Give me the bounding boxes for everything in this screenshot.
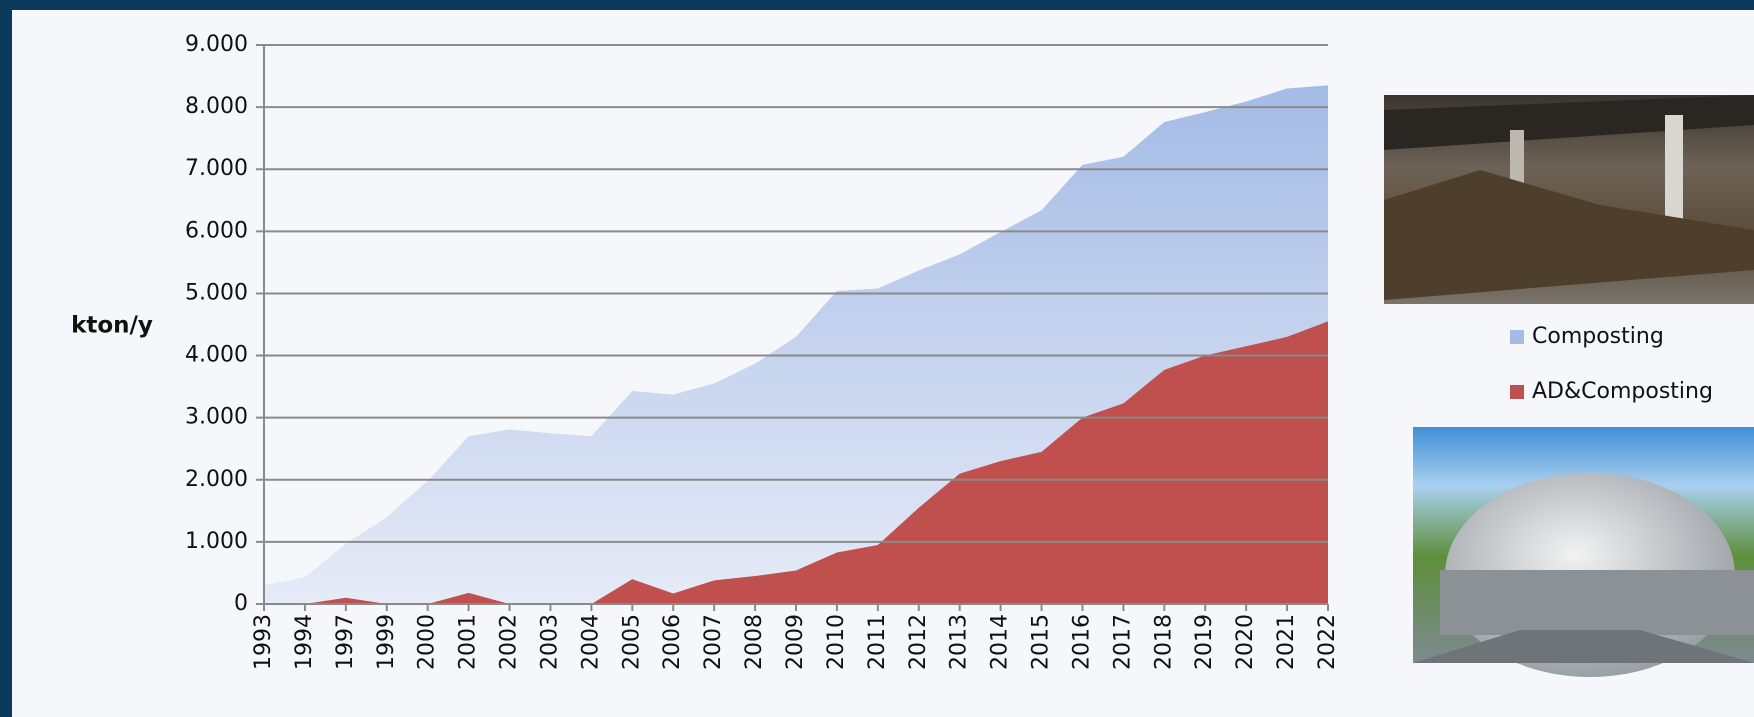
x-tick-label: 2011 bbox=[865, 614, 890, 670]
photo-digester bbox=[1413, 427, 1754, 677]
legend-label: AD&Composting bbox=[1532, 379, 1713, 404]
x-tick-label: 1994 bbox=[292, 614, 317, 670]
x-tick-label: 2019 bbox=[1192, 614, 1217, 670]
x-tick-label: 2014 bbox=[988, 614, 1013, 670]
y-axis-label: kton/y bbox=[71, 313, 153, 339]
y-tick-label: 1.000 bbox=[185, 529, 248, 554]
y-tick-label: 6.000 bbox=[185, 218, 248, 243]
x-tick-label: 2010 bbox=[824, 614, 849, 670]
x-tick-label: 2015 bbox=[1029, 614, 1054, 670]
x-tick-label: 2021 bbox=[1274, 614, 1299, 670]
x-tick-label: 2018 bbox=[1151, 614, 1176, 670]
y-tick-label: 3.000 bbox=[185, 405, 248, 430]
x-tick-label: 2002 bbox=[497, 614, 522, 670]
y-tick-label: 5.000 bbox=[185, 280, 248, 305]
y-tick-label: 7.000 bbox=[185, 156, 248, 181]
area bbox=[264, 321, 1328, 604]
legend-swatch bbox=[1510, 330, 1524, 344]
photo-composting bbox=[1384, 95, 1754, 304]
y-tick-label: 4.000 bbox=[185, 343, 248, 368]
x-tick-label: 2004 bbox=[578, 614, 603, 670]
x-tick-label: 2003 bbox=[537, 614, 562, 670]
x-tick-label: 1997 bbox=[333, 614, 358, 670]
x-tick-label: 2016 bbox=[1069, 614, 1094, 670]
x-tick-label: 2020 bbox=[1233, 614, 1258, 670]
x-tick-label: 2000 bbox=[415, 614, 440, 670]
y-tick-label: 8.000 bbox=[185, 94, 248, 119]
y-tick-label: 2.000 bbox=[185, 467, 248, 492]
x-tick-label: 1999 bbox=[374, 614, 399, 670]
x-tick-label: 2008 bbox=[742, 614, 767, 670]
x-tick-label: 2006 bbox=[660, 614, 685, 670]
y-tick-label: 0 bbox=[234, 591, 248, 616]
x-tick-label: 1993 bbox=[251, 614, 276, 670]
x-tick-label: 2022 bbox=[1315, 614, 1340, 670]
legend-label: Composting bbox=[1532, 324, 1664, 349]
x-tick-label: 2009 bbox=[783, 614, 808, 670]
x-tick-label: 2013 bbox=[947, 614, 972, 670]
legend-swatch bbox=[1510, 385, 1524, 399]
x-tick-label: 2007 bbox=[701, 614, 726, 670]
x-tick-label: 2005 bbox=[619, 614, 644, 670]
y-tick-label: 9.000 bbox=[185, 32, 248, 57]
x-tick-label: 2017 bbox=[1110, 614, 1135, 670]
x-tick-label: 2001 bbox=[456, 614, 481, 670]
x-tick-label: 2012 bbox=[906, 614, 931, 670]
